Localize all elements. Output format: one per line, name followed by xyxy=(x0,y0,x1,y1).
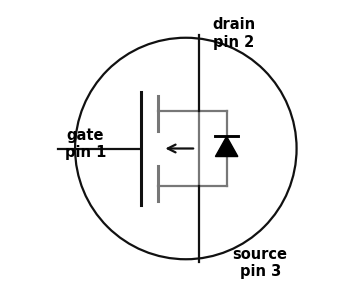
Polygon shape xyxy=(215,137,238,157)
Text: source
pin 3: source pin 3 xyxy=(233,247,288,279)
Text: drain
pin 2: drain pin 2 xyxy=(212,17,256,50)
Text: gate
pin 1: gate pin 1 xyxy=(64,128,106,160)
